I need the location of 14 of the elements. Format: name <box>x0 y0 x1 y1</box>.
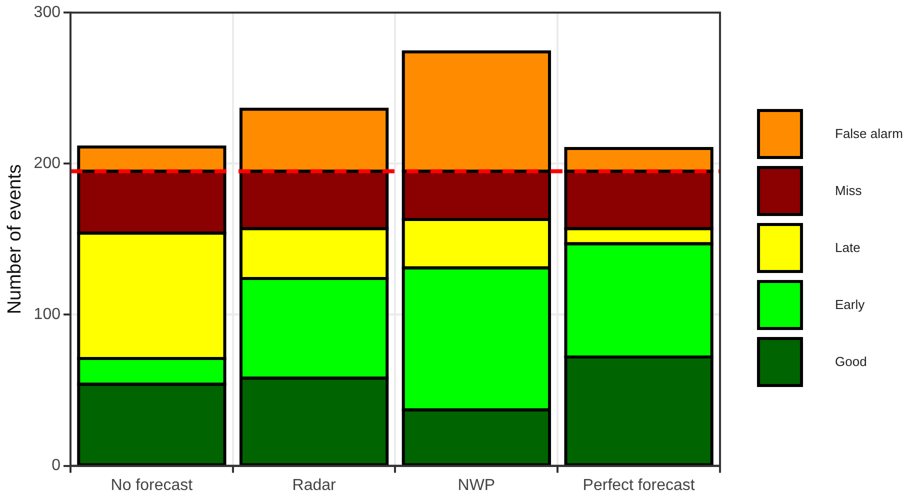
text: Early <box>835 297 865 312</box>
y-tick-label: 200 <box>34 155 61 172</box>
y-tick-label: 300 <box>34 4 61 22</box>
y-tick-label: 100 <box>34 306 61 324</box>
x-tick-label: No forecast <box>110 476 194 494</box>
y-axis-title: Number of events <box>4 164 26 314</box>
x-tick-label: Radar <box>292 476 337 494</box>
text: False alarm <box>835 126 903 141</box>
y-tick-label: 0 <box>52 457 61 474</box>
text: Late <box>835 240 860 255</box>
x-tick-label: NWP <box>458 476 496 494</box>
text: Miss <box>835 183 862 198</box>
text: Good <box>835 354 867 369</box>
x-tick-label: Perfect forecast <box>582 476 696 494</box>
